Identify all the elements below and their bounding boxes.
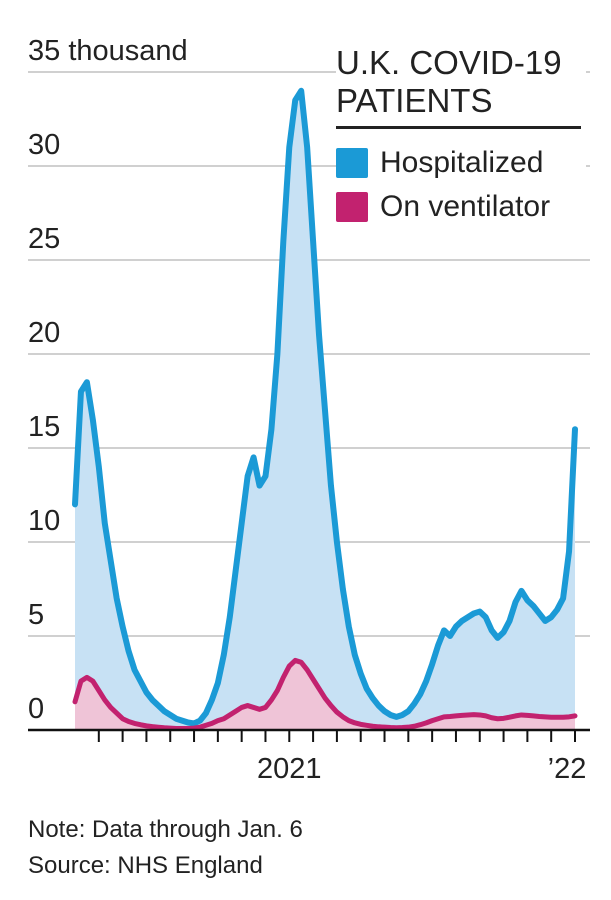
legend: U.K. COVID-19 PATIENTS Hospitalized On ve… — [336, 44, 586, 229]
y-tick-label: 25 — [28, 223, 60, 255]
y-tick-label: 20 — [28, 317, 60, 349]
legend-label: Hospitalized — [380, 146, 544, 179]
legend-item: Hospitalized — [336, 141, 586, 185]
legend-item: On ventilator — [336, 185, 586, 229]
x-tick-label: 2021 — [257, 753, 322, 785]
line — [72, 87, 578, 727]
x-tick-label: ’22 — [548, 753, 587, 785]
legend-label: On ventilator — [380, 190, 551, 223]
line — [72, 657, 578, 731]
chart-title: U.K. COVID-19 PATIENTS — [336, 44, 581, 129]
legend-items: Hospitalized On ventilator — [336, 141, 586, 229]
legend-swatch — [336, 148, 368, 178]
y-tick-label: 10 — [28, 505, 60, 537]
source: Source: NHS England — [28, 852, 263, 879]
y-tick-label: 35 thousand — [28, 35, 188, 67]
y-tick-label: 30 — [28, 129, 60, 161]
y-tick-label: 5 — [28, 599, 44, 631]
note: Note: Data through Jan. 6 — [28, 816, 303, 843]
y-tick-label: 0 — [28, 693, 44, 725]
y-tick-label: 15 — [28, 411, 60, 443]
legend-swatch — [336, 192, 368, 222]
area — [75, 660, 575, 730]
